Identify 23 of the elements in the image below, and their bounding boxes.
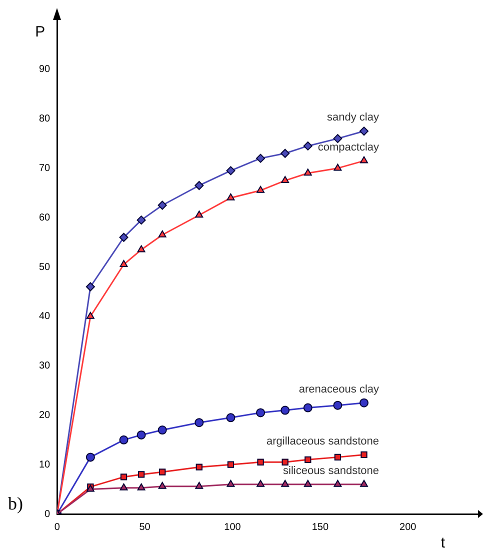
y-tick-label: 0 (44, 508, 51, 520)
x-tick-label: 0 (54, 522, 60, 533)
y-tick-label: 30 (39, 360, 51, 372)
x-tick-label: 200 (400, 522, 417, 533)
series-label: compactclay (318, 141, 380, 154)
series-label: siliceous sandstone (282, 464, 380, 477)
y-tick-label: 20 (39, 410, 51, 421)
x-tick-label: 150 (312, 522, 329, 533)
text: b) (8, 494, 23, 514)
y-tick-label: 60 (39, 212, 51, 224)
y-axis-title: P (35, 24, 46, 41)
y-tick-label: 10 (39, 459, 51, 470)
series-label: sandy clay (327, 112, 380, 124)
y-tick-label: 50 (39, 262, 51, 273)
y-tick-label: 70 (39, 162, 51, 174)
x-tick-label: 50 (139, 522, 151, 533)
x-axis-title: t (440, 534, 446, 548)
y-tick-label: 90 (39, 64, 51, 76)
y-tick-label: 80 (39, 114, 51, 125)
series-label: arenaceous clay (298, 383, 380, 396)
y-tick-label: 40 (39, 311, 51, 322)
series-label: argillaceous sandstone (266, 435, 380, 448)
x-tick-label: 100 (224, 522, 242, 533)
